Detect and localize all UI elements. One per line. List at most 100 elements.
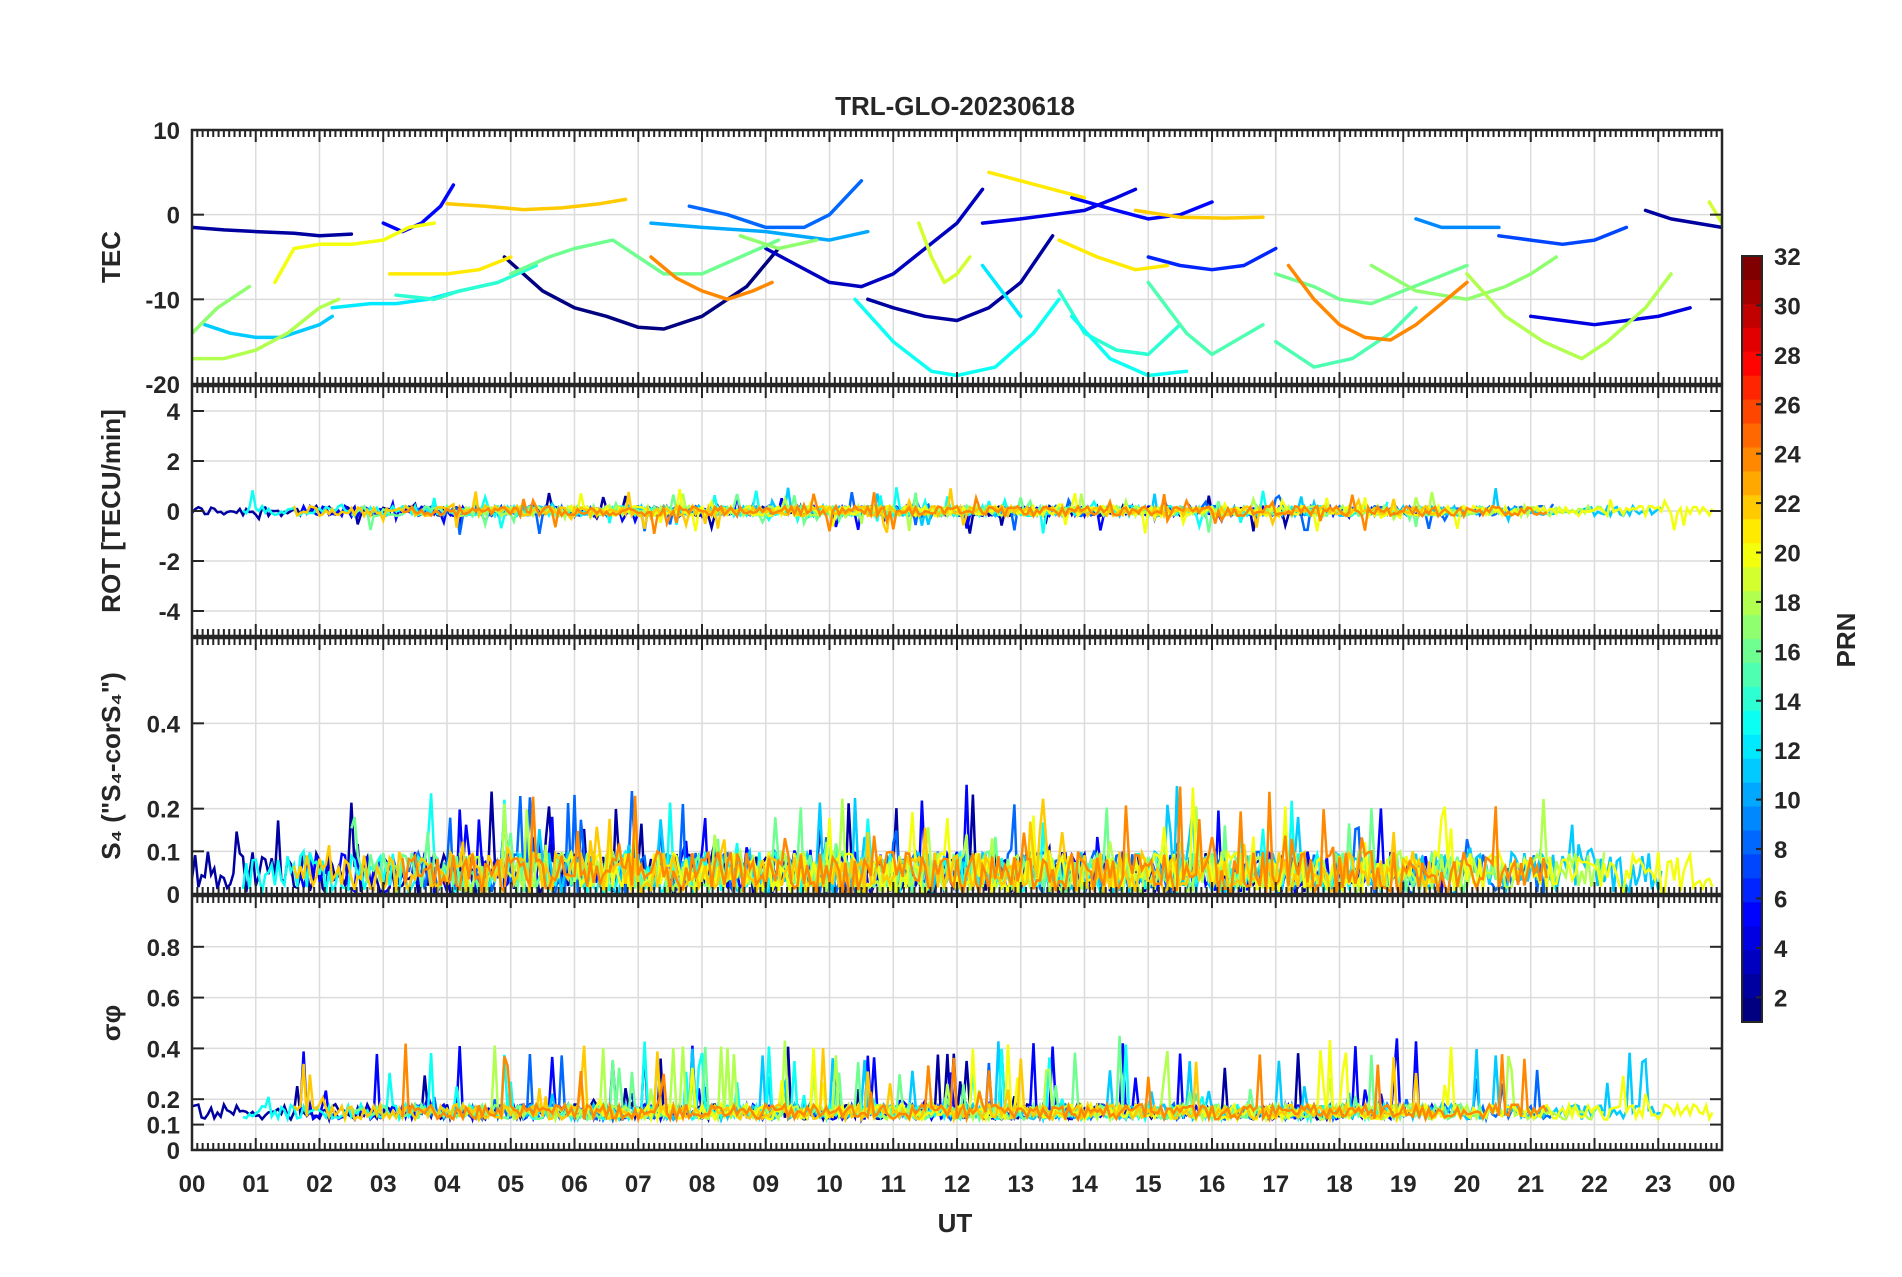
colorbar-segment	[1742, 854, 1762, 879]
colorbar-segment	[1742, 806, 1762, 831]
x-tick-label: 03	[370, 1171, 397, 1198]
series-line	[1707, 200, 1722, 225]
x-tick-label: 08	[689, 1171, 716, 1198]
x-tick-label: 00	[1709, 1171, 1736, 1198]
series-line	[192, 284, 252, 335]
series-line	[1070, 314, 1189, 378]
colorbar-frame	[1741, 255, 1763, 1023]
y-tick-label: 0	[167, 1138, 180, 1165]
x-tick-label: 01	[242, 1171, 269, 1198]
colorbar-segment	[1742, 327, 1762, 353]
colorbar-segment	[1742, 902, 1762, 927]
series-line	[917, 221, 972, 285]
series-line	[192, 225, 354, 238]
colorbar-tick-label: 20	[1774, 541, 1801, 568]
colorbar-tick-label: 12	[1774, 738, 1801, 765]
series-line	[649, 221, 870, 242]
series-line	[687, 179, 864, 230]
colorbar-segment	[1742, 399, 1762, 425]
series-noise	[401, 1043, 1548, 1124]
y-axis-label: S₄ ("S₄-corS₄")	[96, 672, 126, 860]
colorbar-segment	[1742, 447, 1762, 472]
y-tick-label: 0.4	[147, 1036, 181, 1063]
series-line	[738, 234, 819, 251]
colorbar: 32 30 28 26 24 22 20 18 16 14 12 10 8 6 4 2	[1741, 244, 1801, 1023]
colorbar-segment	[1742, 950, 1762, 975]
series-line	[1286, 263, 1469, 342]
colorbar-tick-label: 16	[1774, 639, 1801, 666]
x-tick-label: 07	[625, 1171, 652, 1198]
colorbar-segment	[1742, 615, 1762, 640]
colorbar-tick-label: 24	[1774, 442, 1801, 469]
colorbar-segment	[1742, 926, 1762, 951]
colorbar-segment	[1742, 375, 1762, 401]
y-tick-label: -10	[145, 287, 180, 314]
y-tick-label: 0.6	[147, 986, 180, 1013]
series-line	[1414, 217, 1501, 230]
y-tick-label: 0.1	[147, 839, 180, 866]
series-line	[387, 255, 513, 276]
colorbar-segment	[1742, 423, 1762, 448]
series-line	[1274, 263, 1469, 306]
series-noise	[402, 492, 1548, 535]
x-axis-label: UT	[938, 1208, 973, 1238]
x-tick-label: 02	[306, 1171, 333, 1198]
series-line	[273, 221, 437, 285]
y-tick-label: -2	[159, 549, 180, 576]
series-line	[394, 263, 539, 302]
colorbar-tick-label: 6	[1774, 886, 1787, 913]
series-line	[1643, 208, 1722, 230]
series-line	[1146, 280, 1265, 357]
colorbar-tick-label: 4	[1774, 936, 1788, 963]
chart-title: TRL-GLO-20230618	[835, 91, 1075, 121]
x-tick-label: 10	[816, 1171, 843, 1198]
colorbar-segment	[1742, 974, 1762, 999]
x-tick-label: 13	[1007, 1171, 1034, 1198]
colorbar-segment	[1742, 782, 1762, 808]
panel-s4: 0.4 0.2 0.1 0 S₄ ("S₄-corS₄")	[96, 636, 1724, 909]
y-tick-label: -20	[145, 372, 180, 399]
series-noise	[401, 786, 1548, 894]
series-line	[509, 238, 781, 276]
panel-sigma: 0.8 0.6 0.4 0.20.10 σφ	[96, 894, 1724, 1165]
y-axis-label: ROT [TECU/min]	[96, 409, 126, 613]
series-line	[381, 183, 456, 234]
y-tick-label: 0.1	[147, 1113, 180, 1140]
colorbar-tick-label: 2	[1774, 985, 1787, 1012]
x-tick-label: 11	[881, 1171, 906, 1198]
y-axis-label: TEC	[96, 231, 126, 283]
y-tick-label: 0	[167, 882, 180, 909]
colorbar-tick-label: 28	[1774, 343, 1801, 370]
y-tick-label: 0	[167, 203, 180, 230]
colorbar-segment	[1742, 519, 1762, 544]
series-line	[764, 187, 985, 289]
colorbar-segment	[1742, 998, 1762, 1023]
colorbar-segment	[1742, 303, 1762, 329]
series-line	[445, 197, 628, 212]
y-tick-label: -4	[159, 599, 181, 626]
colorbar-segment	[1742, 758, 1762, 784]
colorbar-segment	[1742, 591, 1762, 616]
x-tick-label: 21	[1517, 1171, 1544, 1198]
x-tick-label: 05	[497, 1171, 524, 1198]
x-tick-label: 15	[1135, 1171, 1162, 1198]
x-tick-label: 16	[1199, 1171, 1226, 1198]
series-line	[649, 255, 774, 302]
series-line	[1465, 272, 1673, 361]
series-line	[1529, 306, 1692, 327]
x-tick-label: 14	[1071, 1171, 1098, 1198]
series-group	[192, 1035, 1714, 1125]
colorbar-segment	[1742, 710, 1762, 736]
colorbar-segment	[1742, 662, 1762, 688]
colorbar-segment	[1742, 567, 1762, 592]
series-line	[1070, 195, 1214, 221]
series-group	[192, 784, 1714, 894]
colorbar-label: PRN	[1831, 613, 1861, 668]
x-tick-label: 17	[1262, 1171, 1289, 1198]
series-line	[866, 234, 1055, 323]
series-group	[192, 487, 1714, 535]
colorbar-tick-label: 10	[1774, 788, 1801, 815]
colorbar-segment	[1742, 639, 1762, 664]
series-line	[1497, 225, 1629, 247]
x-tick-label: 04	[434, 1171, 461, 1198]
